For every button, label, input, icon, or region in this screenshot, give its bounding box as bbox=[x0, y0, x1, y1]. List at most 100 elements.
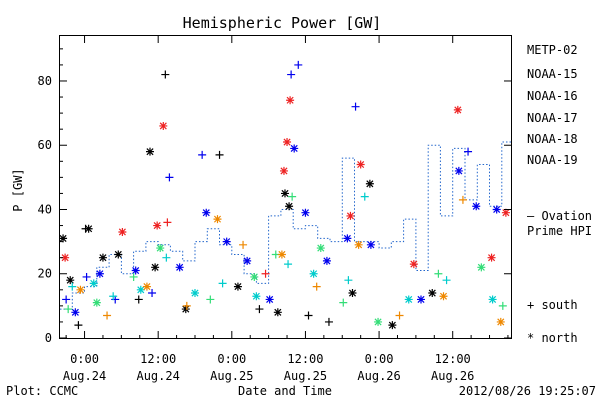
data-point-noaa-19-north bbox=[409, 260, 418, 269]
data-point-metp-02-north bbox=[365, 179, 374, 188]
data-point-noaa-17-south bbox=[339, 298, 348, 307]
data-point-metp-02-north bbox=[145, 147, 154, 156]
x-tick-label-time: 12:00 bbox=[435, 352, 471, 366]
data-point-noaa-15-north bbox=[343, 234, 352, 243]
data-point-noaa-15-south bbox=[82, 272, 91, 281]
legend: METP-02 NOAA-15 NOAA-16 NOAA-17 NOAA-18 … bbox=[527, 43, 592, 345]
legend-ovation-line2: Prime HPI bbox=[527, 224, 592, 238]
series-noaa-15 bbox=[62, 60, 501, 317]
data-point-noaa-18-north bbox=[76, 285, 85, 294]
data-point-noaa-15-north bbox=[71, 308, 80, 317]
data-point-metp-02-north bbox=[98, 253, 107, 262]
data-point-metp-02-north bbox=[348, 289, 357, 298]
data-point-noaa-19-north bbox=[61, 253, 70, 262]
data-point-noaa-15-north bbox=[265, 295, 274, 304]
data-point-noaa-15-north bbox=[202, 208, 211, 217]
data-point-noaa-17-north bbox=[316, 244, 325, 253]
data-point-noaa-16-south bbox=[442, 276, 451, 285]
legend-south-marker: + south bbox=[527, 298, 578, 312]
data-point-noaa-15-south bbox=[287, 70, 296, 79]
data-point-noaa-18-south bbox=[239, 240, 248, 249]
data-point-noaa-15-south bbox=[294, 60, 303, 69]
legend-item-noaa-19: NOAA-19 bbox=[527, 153, 578, 167]
data-point-noaa-17-north bbox=[92, 298, 101, 307]
data-point-noaa-17-south bbox=[129, 272, 138, 281]
series-noaa-19 bbox=[61, 96, 510, 278]
data-point-noaa-15-north bbox=[290, 144, 299, 153]
legend-item-metp-02: METP-02 bbox=[527, 43, 578, 57]
y-tick-label: 40 bbox=[38, 202, 52, 216]
data-point-noaa-19-north bbox=[283, 138, 292, 147]
chart-title: Hemispheric Power [GW] bbox=[183, 14, 382, 32]
data-point-noaa-18-south bbox=[395, 311, 404, 320]
x-axis: 0:00 Aug.24 12:00 Aug.24 0:00 Aug.25 12:00 Aug.… bbox=[63, 36, 509, 383]
series-metp-02 bbox=[59, 70, 437, 330]
data-point-noaa-18-south bbox=[458, 195, 467, 204]
data-point-metp-02-south bbox=[161, 70, 170, 79]
data-point-metp-02-north bbox=[114, 250, 123, 259]
data-point-metp-02-north bbox=[66, 276, 75, 285]
data-point-noaa-16-north bbox=[89, 279, 98, 288]
data-point-noaa-16-south bbox=[162, 253, 171, 262]
data-point-metp-02-south bbox=[304, 311, 313, 320]
plot-frame bbox=[59, 35, 512, 339]
data-point-noaa-15-north bbox=[322, 256, 331, 265]
data-point-metp-02-south bbox=[74, 321, 83, 330]
y-tick-label: 80 bbox=[38, 74, 52, 88]
data-point-noaa-19-north bbox=[118, 227, 127, 236]
data-point-noaa-15-north bbox=[243, 256, 252, 265]
data-point-noaa-16-south bbox=[68, 282, 77, 291]
data-point-noaa-18-south bbox=[182, 301, 191, 310]
data-point-metp-02-south bbox=[134, 295, 143, 304]
data-point-noaa-19-north bbox=[153, 221, 162, 230]
data-point-noaa-16-north bbox=[404, 295, 413, 304]
data-point-noaa-18-north bbox=[142, 282, 151, 291]
data-point-metp-02-south bbox=[255, 305, 264, 314]
series-noaa-18 bbox=[76, 195, 505, 326]
data-point-metp-02-north bbox=[181, 305, 190, 314]
x-tick-label-time: 12:00 bbox=[140, 352, 176, 366]
data-point-noaa-15-south bbox=[165, 173, 174, 182]
data-point-noaa-18-north bbox=[354, 240, 363, 249]
legend-ovation-line1: — Ovation bbox=[527, 209, 592, 223]
data-point-noaa-17-south bbox=[498, 301, 507, 310]
data-point-noaa-19-north bbox=[453, 105, 462, 114]
x-axis-label: Date and Time bbox=[238, 384, 332, 398]
data-point-noaa-16-south bbox=[360, 192, 369, 201]
x-tick-label-date: Aug.26 bbox=[431, 369, 474, 383]
data-point-noaa-15-north bbox=[175, 263, 184, 272]
data-point-noaa-15-south bbox=[148, 289, 157, 298]
data-point-metp-02-north bbox=[84, 224, 93, 233]
series-noaa-17 bbox=[64, 192, 507, 326]
y-axis-label: P [GW] bbox=[11, 168, 25, 211]
data-point-metp-02-north bbox=[388, 321, 397, 330]
y-tick-label: 0 bbox=[45, 331, 52, 345]
data-point-noaa-15-north bbox=[492, 205, 501, 214]
data-point-noaa-17-south bbox=[434, 269, 443, 278]
data-point-noaa-17-south bbox=[206, 295, 215, 304]
data-point-noaa-16-north bbox=[190, 289, 199, 298]
data-point-metp-02-north bbox=[273, 308, 282, 317]
data-point-noaa-16-north bbox=[136, 285, 145, 294]
data-point-noaa-19-north bbox=[279, 166, 288, 175]
data-point-noaa-15-south bbox=[464, 147, 473, 156]
data-point-noaa-18-south bbox=[103, 311, 112, 320]
data-point-noaa-15-north bbox=[366, 240, 375, 249]
data-point-noaa-19-south bbox=[163, 218, 172, 227]
data-point-noaa-18-north bbox=[213, 215, 222, 224]
legend-item-noaa-17: NOAA-17 bbox=[527, 111, 578, 125]
x-tick-label-date: Aug.25 bbox=[210, 369, 253, 383]
data-point-noaa-15-south bbox=[198, 150, 207, 159]
data-point-noaa-18-south bbox=[312, 282, 321, 291]
data-point-metp-02-south bbox=[324, 317, 333, 326]
data-point-noaa-16-south bbox=[344, 276, 353, 285]
data-point-noaa-15-north bbox=[454, 166, 463, 175]
data-point-noaa-15-north bbox=[472, 202, 481, 211]
series-noaa-16 bbox=[68, 192, 497, 304]
data-point-noaa-16-south bbox=[284, 260, 293, 269]
x-tick-label-time: 0:00 bbox=[70, 352, 99, 366]
plot-timestamp: 2012/08/26 19:25:07 bbox=[459, 384, 596, 398]
data-point-noaa-15-south bbox=[351, 102, 360, 111]
x-tick-label-time: 12:00 bbox=[287, 352, 323, 366]
